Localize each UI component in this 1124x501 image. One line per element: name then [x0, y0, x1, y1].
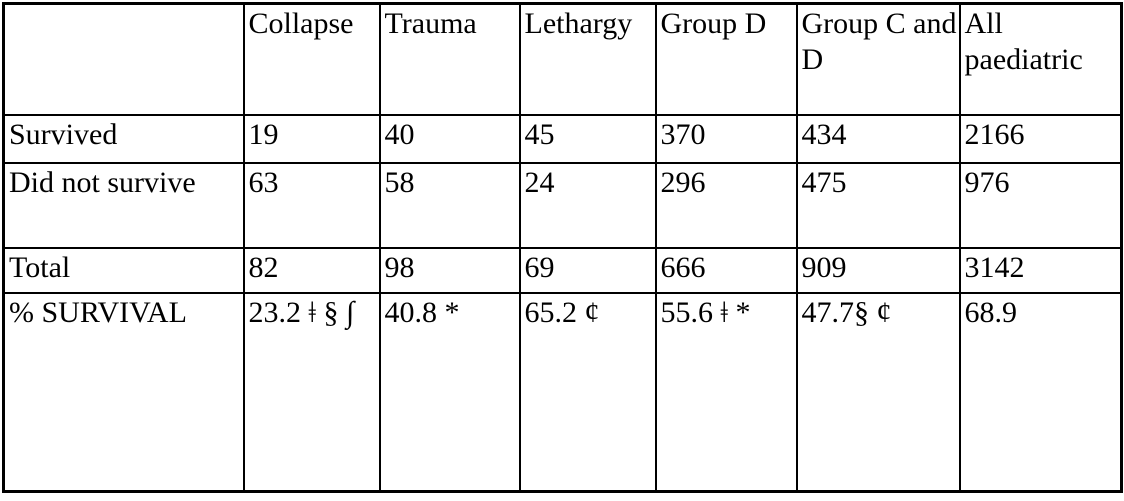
- table-row-total: Total 82 98 69 666 909 3142: [2, 246, 1123, 294]
- row-label-percent-survival: % SURVIVAL: [2, 291, 245, 493]
- row-label-did-not-survive: Did not survive: [2, 161, 245, 249]
- cell-did-not-survive-lethargy: 24: [518, 161, 657, 249]
- header-cell-lethargy: Lethargy: [518, 2, 657, 116]
- cell-total-collapse: 82: [242, 246, 381, 294]
- cell-did-not-survive-collapse: 63: [242, 161, 381, 249]
- table-header-row: Collapse Trauma Lethargy Group D Group C…: [2, 2, 1123, 116]
- cell-total-trauma: 98: [378, 246, 521, 294]
- cell-percent-survival-group-c-and-d: 47.7§ ¢: [795, 291, 961, 493]
- cell-total-group-c-and-d: 909: [795, 246, 961, 294]
- table-row-survived: Survived 19 40 45 370 434 2166: [2, 113, 1123, 164]
- cell-total-group-d: 666: [654, 246, 798, 294]
- cell-survived-group-c-and-d: 434: [795, 113, 961, 164]
- cell-percent-survival-collapse: 23.2 ǂ § ∫: [242, 291, 381, 493]
- cell-total-lethargy: 69: [518, 246, 657, 294]
- cell-total-all-paediatric: 3142: [958, 246, 1123, 294]
- cell-percent-survival-group-d: 55.6 ǂ *: [654, 291, 798, 493]
- cell-percent-survival-lethargy: 65.2 ¢: [518, 291, 657, 493]
- cell-survived-lethargy: 45: [518, 113, 657, 164]
- paediatric-survival-table: Collapse Trauma Lethargy Group D Group C…: [2, 2, 1123, 493]
- header-cell-group-c-and-d: Group C and D: [795, 2, 961, 116]
- cell-survived-collapse: 19: [242, 113, 381, 164]
- cell-did-not-survive-group-d: 296: [654, 161, 798, 249]
- cell-survived-group-d: 370: [654, 113, 798, 164]
- cell-did-not-survive-group-c-and-d: 475: [795, 161, 961, 249]
- row-label-survived: Survived: [2, 113, 245, 164]
- header-cell-collapse: Collapse: [242, 2, 381, 116]
- row-label-total: Total: [2, 246, 245, 294]
- header-cell-empty: [2, 2, 245, 116]
- cell-percent-survival-trauma: 40.8 *: [378, 291, 521, 493]
- cell-survived-trauma: 40: [378, 113, 521, 164]
- cell-survived-all-paediatric: 2166: [958, 113, 1123, 164]
- cell-did-not-survive-trauma: 58: [378, 161, 521, 249]
- header-cell-all-paediatric: All paediatric: [958, 2, 1123, 116]
- cell-did-not-survive-all-paediatric: 976: [958, 161, 1123, 249]
- table-row-percent-survival: % SURVIVAL 23.2 ǂ § ∫ 40.8 * 65.2 ¢ 55.6…: [2, 291, 1123, 493]
- header-cell-trauma: Trauma: [378, 2, 521, 116]
- header-cell-group-d: Group D: [654, 2, 798, 116]
- table-row-did-not-survive: Did not survive 63 58 24 296 475 976: [2, 161, 1123, 249]
- cell-percent-survival-all-paediatric: 68.9: [958, 291, 1123, 493]
